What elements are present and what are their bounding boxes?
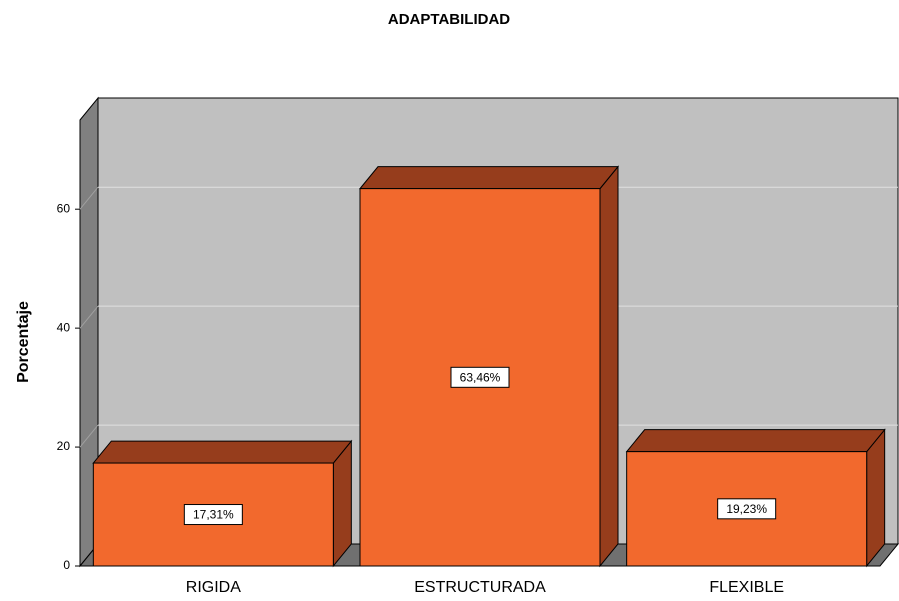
- data-label-box: [450, 366, 510, 388]
- data-label: 63,46%: [460, 370, 501, 384]
- grid-line-side: [79, 186, 99, 210]
- bar-side: [599, 165, 619, 568]
- data-label-box: [717, 498, 777, 520]
- bar-top: [625, 429, 886, 453]
- x-tick-label: RIGIDA: [186, 579, 241, 596]
- y-tick-label: 40: [57, 320, 71, 334]
- y-axis-label: Porcentaje: [15, 301, 32, 383]
- y-tick-label: 60: [57, 201, 71, 215]
- grid-line-side: [79, 305, 99, 329]
- bar-top: [358, 166, 620, 190]
- grid-line-side: [79, 424, 99, 448]
- y-tick-label: 0: [63, 558, 70, 572]
- x-tick-label: ESTRUCTURADA: [414, 579, 546, 596]
- data-label: 19,23%: [726, 502, 767, 516]
- x-tick-label: FLEXIBLE: [709, 579, 784, 596]
- bar: [92, 462, 334, 567]
- data-label: 17,31%: [193, 508, 234, 522]
- bar-side: [866, 428, 886, 568]
- y-tick-label: 20: [57, 439, 71, 453]
- bar-top: [92, 440, 353, 464]
- chart-title: ADAPTABILIDAD: [388, 11, 510, 28]
- data-label-box: [183, 504, 243, 526]
